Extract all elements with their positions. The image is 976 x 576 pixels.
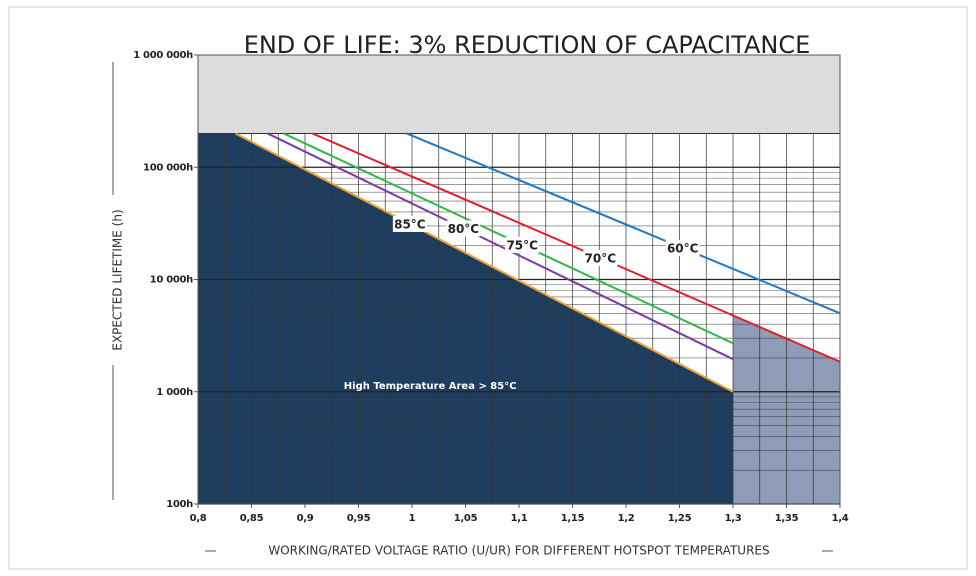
y-tick-label: 10 000h — [150, 275, 193, 286]
series-line — [234, 132, 734, 393]
y-tick-label: 100 000h — [143, 162, 193, 173]
series-label: 60°C — [667, 242, 699, 256]
y-tick-label: 100h — [166, 499, 193, 510]
label-background — [665, 240, 700, 257]
series-label: 75°C — [506, 238, 538, 252]
x-tick-label: 1,3 — [725, 513, 742, 524]
x-tick-label: 1 — [409, 513, 416, 524]
x-tick-label: 0,9 — [297, 513, 314, 524]
series-line — [406, 132, 841, 315]
series-line — [267, 132, 734, 361]
series-line — [312, 132, 841, 363]
label-background — [392, 215, 427, 232]
label-background — [505, 236, 540, 253]
x-tick-label: 1,15 — [561, 513, 585, 524]
x-tick-label: 1,1 — [511, 513, 528, 524]
chart-title: END OF LIFE: 3% REDUCTION OF CAPACITANCE — [244, 31, 811, 59]
shaded-region — [198, 55, 840, 134]
x-tick-label: 1,35 — [775, 513, 799, 524]
series-label: 70°C — [585, 252, 617, 266]
x-tick-label: 0,85 — [240, 513, 264, 524]
x-tick-label: 1,25 — [668, 513, 692, 524]
x-axis-label: WORKING/RATED VOLTAGE RATIO (U/UR) FOR D… — [268, 544, 769, 558]
x-tick-label: 1,05 — [454, 513, 478, 524]
x-tick-label: 0,95 — [347, 513, 371, 524]
annotation: High Temperature Area > 85°C — [344, 381, 517, 392]
label-background — [583, 250, 618, 267]
plot: 60°C 70°C 75°C 80°C 85°C High Temperature Are… — [133, 50, 849, 524]
y-axis-label: EXPECTED LIFETIME (h) — [111, 209, 125, 350]
y-tick-label: 1 000 000h — [133, 50, 193, 61]
x-tick-label: 1,4 — [832, 513, 849, 524]
x-tick-label: 0,8 — [190, 513, 207, 524]
series-label: 85°C — [394, 217, 426, 231]
label-background — [446, 220, 481, 237]
y-tick-label: 1 000h — [156, 387, 193, 398]
series-label: 80°C — [448, 222, 480, 236]
x-tick-label: 1,2 — [618, 513, 635, 524]
